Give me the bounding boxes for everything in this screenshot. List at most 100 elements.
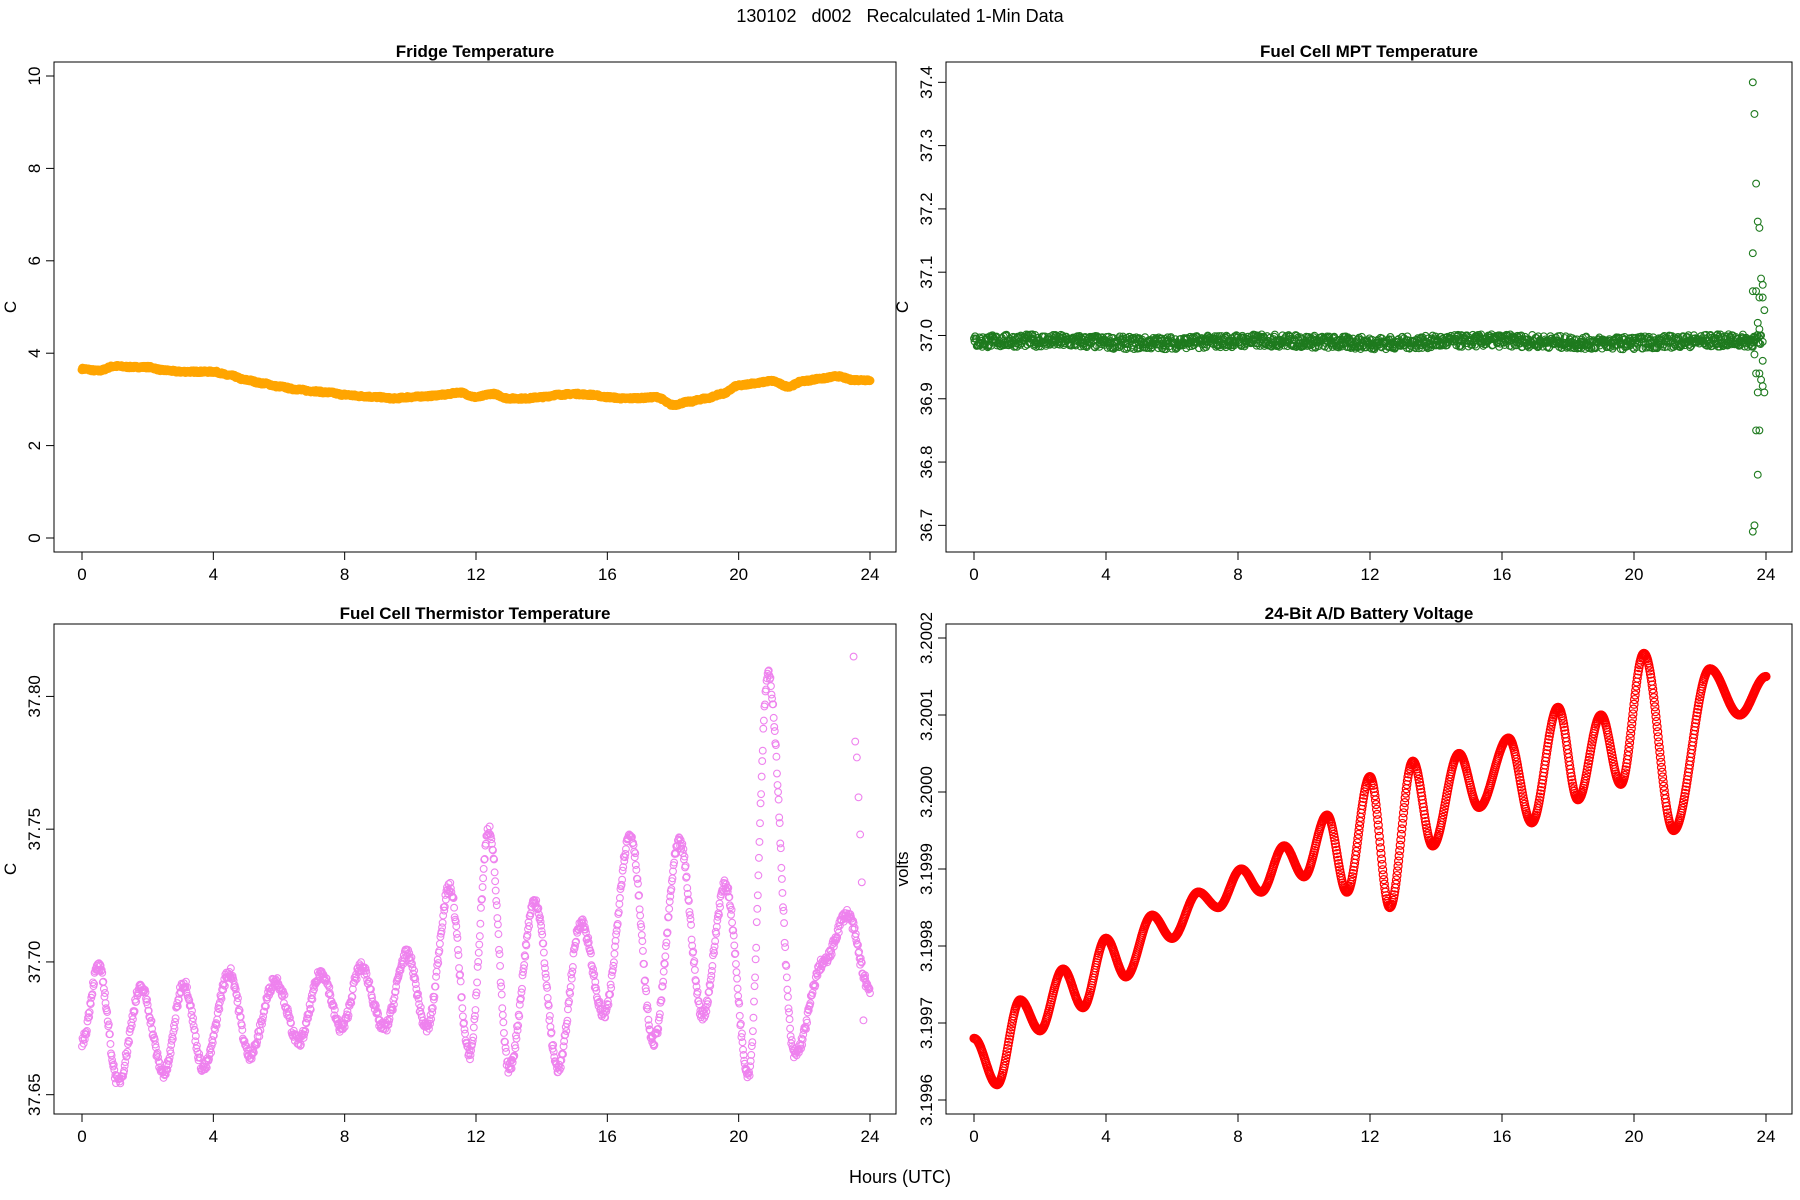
- data-point: [458, 1004, 467, 1013]
- y-tick-label: 37.80: [25, 675, 44, 718]
- y-tick-label: 6: [25, 256, 44, 265]
- data-point: [497, 990, 506, 999]
- data-point: [774, 788, 783, 797]
- data-point: [748, 1038, 757, 1047]
- data-point: [618, 875, 627, 884]
- data-point: [492, 901, 501, 910]
- x-tick-label: 24: [861, 565, 880, 584]
- data-point: [621, 845, 630, 854]
- y-tick-label: 2: [25, 441, 44, 450]
- data-point: [469, 1023, 478, 1032]
- data-point: [754, 871, 763, 880]
- data-point: [638, 946, 647, 955]
- x-tick-label: 12: [1361, 565, 1380, 584]
- x-tick-label: 4: [1101, 565, 1110, 584]
- data-point: [769, 713, 778, 722]
- data-point: [759, 724, 768, 733]
- outlier-point: [854, 793, 863, 802]
- data-point: [751, 973, 760, 982]
- data-point: [491, 886, 500, 895]
- x-tick-label: 16: [598, 1127, 617, 1146]
- x-tick-label: 8: [340, 1127, 349, 1146]
- data-point: [498, 1011, 507, 1019]
- data-point: [539, 948, 548, 957]
- x-tick-label: 8: [340, 565, 349, 584]
- y-tick-label: 3.1997: [917, 997, 936, 1049]
- page-title: 130102 d002 Recalculated 1-Min Data: [736, 6, 1064, 26]
- outlier-point: [1755, 223, 1764, 232]
- data-point: [491, 877, 500, 886]
- outlier-point: [1753, 470, 1762, 479]
- data-point: [757, 772, 766, 781]
- data-point: [783, 985, 792, 994]
- y-tick-label: 37.65: [25, 1073, 44, 1116]
- y-tick-label: 0: [25, 533, 44, 542]
- data-point: [785, 1015, 794, 1024]
- outlier-point: [1758, 280, 1767, 289]
- data-point: [757, 790, 766, 799]
- data-point: [452, 922, 461, 931]
- data-point: [754, 853, 763, 862]
- data-point: [661, 952, 670, 961]
- data-point: [782, 973, 791, 982]
- data-point: [474, 948, 483, 957]
- plot-frame: [53, 61, 897, 553]
- data-point: [783, 992, 792, 1001]
- data-point: [759, 716, 768, 725]
- data-point: [758, 757, 767, 766]
- data-point: [778, 889, 787, 897]
- data-point: [479, 864, 488, 873]
- data-point: [756, 799, 765, 808]
- outlier-point: [1752, 179, 1761, 188]
- y-axis-label: volts: [893, 852, 912, 887]
- data-point: [773, 769, 781, 778]
- data-point: [732, 968, 741, 977]
- x-tick-label: 16: [598, 565, 617, 584]
- data-point: [733, 984, 742, 993]
- data-points: [77, 360, 875, 411]
- data-point: [777, 863, 786, 872]
- outlier-point: [1753, 318, 1762, 327]
- data-point: [495, 950, 504, 959]
- y-tick-label: 3.2000: [917, 766, 936, 818]
- data-point: [730, 941, 739, 950]
- data-point: [476, 919, 485, 928]
- y-tick-label: 37.2: [917, 192, 936, 225]
- data-point: [475, 932, 484, 941]
- panel-title: 24-Bit A/D Battery Voltage: [1265, 604, 1474, 623]
- data-point: [755, 837, 764, 846]
- data-point: [690, 965, 699, 974]
- data-point: [708, 962, 717, 970]
- outlier-point: [1758, 382, 1767, 391]
- data-point: [490, 868, 499, 877]
- y-tick-label: 4: [25, 348, 44, 357]
- x-tick-label: 20: [729, 565, 748, 584]
- y-axis-label: C: [893, 301, 912, 313]
- y-axis-label: C: [1, 863, 20, 875]
- panel-title: Fuel Cell Thermistor Temperature: [340, 604, 611, 623]
- data-point: [454, 951, 463, 959]
- data-point: [439, 911, 448, 920]
- data-point: [659, 967, 668, 976]
- outlier-point: [1757, 274, 1766, 283]
- outlier-point: [1748, 249, 1757, 258]
- data-point: [479, 874, 488, 883]
- y-tick-label: 37.75: [25, 808, 44, 851]
- outlier-point: [1750, 521, 1759, 530]
- outlier-point: [1758, 356, 1767, 365]
- outlier-point: [856, 830, 865, 839]
- data-point: [634, 879, 642, 888]
- data-point: [632, 865, 641, 874]
- data-points: [78, 652, 874, 1088]
- outlier-point: [849, 652, 858, 661]
- data-point: [106, 1040, 115, 1048]
- data-point: [749, 1013, 758, 1022]
- y-tick-label: 37.3: [917, 129, 936, 162]
- data-point: [450, 903, 459, 912]
- y-axis-label: C: [1, 301, 20, 313]
- data-point: [123, 1047, 132, 1056]
- data-point: [542, 973, 550, 982]
- data-point: [498, 1004, 507, 1013]
